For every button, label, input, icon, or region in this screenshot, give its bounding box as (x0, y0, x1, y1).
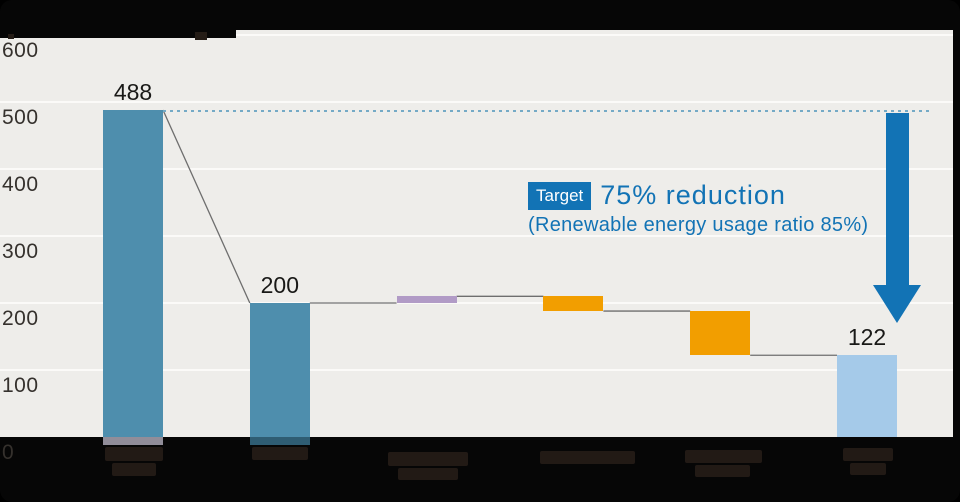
waterfall-bar-4 (543, 296, 604, 312)
plot-area: 488 200 122 Target 75% reduction (Renewabl… (0, 30, 953, 437)
y-axis-tick-label: 300 (2, 240, 39, 263)
y-axis-tick-label: 400 (2, 173, 39, 196)
bar-value-label: 488 (113, 79, 153, 106)
target-reference-dotted-line (163, 110, 933, 113)
y-gridline (0, 101, 953, 103)
y-gridline (0, 235, 953, 237)
y-gridline (0, 369, 953, 371)
axis-unit-label-obscured (0, 0, 236, 38)
target-headline: 75% reduction (600, 180, 786, 210)
y-axis-tick-label: 500 (2, 106, 39, 129)
bar-base-strip (103, 437, 163, 445)
bar-value-label: 122 (847, 324, 887, 351)
y-gridline (0, 302, 953, 304)
target-annotation: Target 75% reduction (Renewable energy u… (528, 180, 868, 237)
y-axis-tick-label: 100 (2, 374, 39, 397)
waterfall-bar-3 (396, 296, 457, 304)
connector-line (162, 109, 251, 304)
target-badge: Target (528, 181, 592, 210)
axis-unit-glyph-tip (8, 34, 14, 39)
connector-lines (162, 109, 837, 356)
waterfall-bar-6 (837, 355, 897, 437)
y-axis-tick-label: 0 (2, 441, 15, 464)
y-axis-tick-label: 600 (2, 39, 39, 62)
waterfall-bar-5 (690, 311, 751, 356)
target-subline: (Renewable energy usage ratio 85%) (528, 214, 869, 236)
arrow-shaft (885, 113, 909, 286)
bar-value-label: 200 (260, 272, 299, 298)
y-gridline (0, 34, 953, 36)
y-gridline (0, 168, 953, 170)
waterfall-bar-2 (249, 303, 310, 437)
arrow-head (873, 285, 921, 324)
y-axis-tick-label: 200 (2, 307, 39, 330)
waterfall-bar-1 (103, 110, 163, 437)
axis-unit-glyph-tip (195, 32, 207, 40)
bar-base-strip (250, 437, 310, 445)
